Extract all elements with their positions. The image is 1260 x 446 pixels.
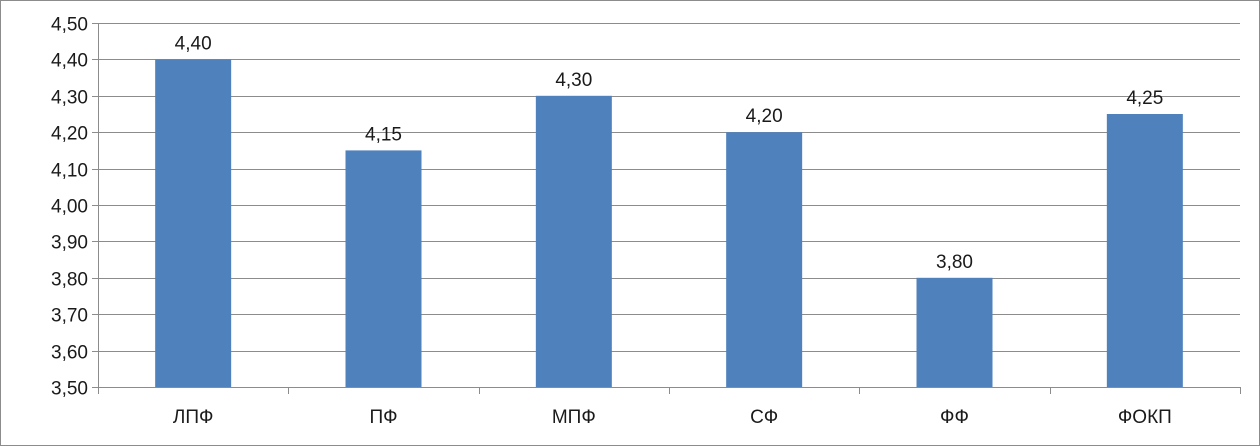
y-axis-tick-labels: 3,50 3,60 3,70 3,80 3,90 4,00 4,10 4,20 4,30 4,40… <box>51 15 88 400</box>
y-tick-label: 3,60 <box>51 343 88 364</box>
data-label: 4,25 <box>1126 88 1163 109</box>
gridlines <box>98 23 1240 388</box>
category-label: МПФ <box>552 407 596 428</box>
bars <box>155 59 1183 388</box>
bar-1 <box>155 59 232 388</box>
bar-2 <box>345 150 422 387</box>
y-tick-label: 4,50 <box>51 15 88 36</box>
data-label: 4,20 <box>746 106 783 127</box>
x-axis-category-labels: ЛПФ ПФ МПФ СФ ФФ ФОКП <box>173 407 1172 428</box>
bar-3 <box>535 95 612 388</box>
data-label: 4,15 <box>365 124 402 145</box>
data-label: 4,30 <box>555 70 592 91</box>
axes <box>92 23 1241 394</box>
category-label: ЛПФ <box>173 407 214 428</box>
data-label: 4,40 <box>175 33 212 54</box>
category-label: ФФ <box>940 407 969 428</box>
bar-4 <box>726 132 803 387</box>
bar-5 <box>916 277 993 387</box>
category-label: ФОКП <box>1118 407 1172 428</box>
data-label: 3,80 <box>936 252 973 273</box>
y-tick-label: 3,80 <box>51 270 88 291</box>
category-label: ПФ <box>369 407 397 428</box>
y-tick-label: 3,70 <box>51 306 88 327</box>
y-tick-label: 4,10 <box>51 161 88 182</box>
category-label: СФ <box>750 407 778 428</box>
y-tick-label: 4,20 <box>51 124 88 145</box>
y-tick-label: 3,90 <box>51 233 88 254</box>
bar-6 <box>1106 114 1183 387</box>
data-labels: 4,40 4,15 4,30 4,20 3,80 4,25 <box>175 33 1164 272</box>
y-tick-label: 4,40 <box>51 51 88 72</box>
y-tick-label: 4,00 <box>51 197 88 218</box>
y-tick-label: 4,30 <box>51 88 88 109</box>
y-tick-label: 3,50 <box>51 379 88 400</box>
